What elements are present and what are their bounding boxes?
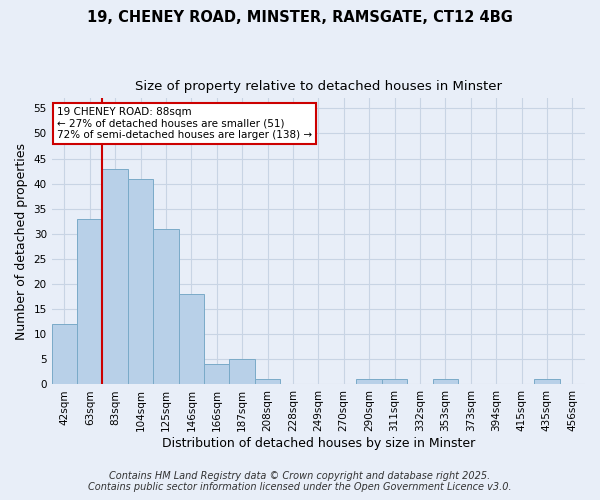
- Bar: [534, 380, 560, 384]
- Bar: [179, 294, 204, 384]
- Bar: [103, 168, 128, 384]
- Bar: [229, 360, 255, 384]
- Text: Contains HM Land Registry data © Crown copyright and database right 2025.
Contai: Contains HM Land Registry data © Crown c…: [88, 471, 512, 492]
- Bar: [382, 380, 407, 384]
- Y-axis label: Number of detached properties: Number of detached properties: [15, 143, 28, 340]
- Bar: [77, 219, 103, 384]
- X-axis label: Distribution of detached houses by size in Minster: Distribution of detached houses by size …: [162, 437, 475, 450]
- Bar: [204, 364, 229, 384]
- Bar: [356, 380, 382, 384]
- Bar: [433, 380, 458, 384]
- Bar: [128, 178, 153, 384]
- Bar: [52, 324, 77, 384]
- Bar: [153, 229, 179, 384]
- Text: 19 CHENEY ROAD: 88sqm
← 27% of detached houses are smaller (51)
72% of semi-deta: 19 CHENEY ROAD: 88sqm ← 27% of detached …: [57, 107, 312, 140]
- Title: Size of property relative to detached houses in Minster: Size of property relative to detached ho…: [135, 80, 502, 93]
- Text: 19, CHENEY ROAD, MINSTER, RAMSGATE, CT12 4BG: 19, CHENEY ROAD, MINSTER, RAMSGATE, CT12…: [87, 10, 513, 25]
- Bar: [255, 380, 280, 384]
